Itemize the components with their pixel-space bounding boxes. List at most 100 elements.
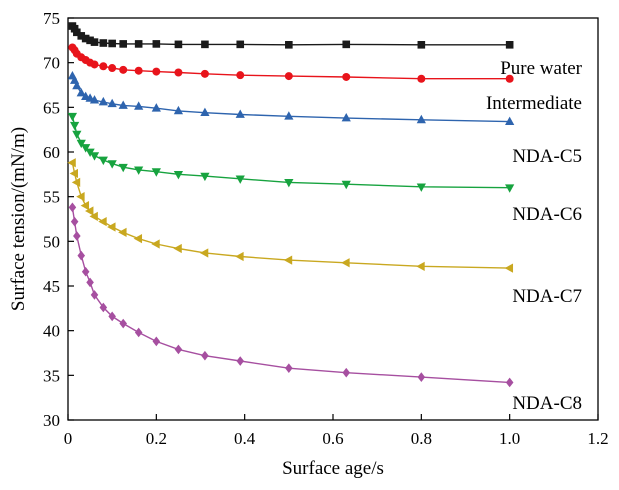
data-point	[505, 74, 514, 83]
y-tick-label: 40	[43, 322, 60, 341]
data-point	[98, 96, 108, 106]
data-point	[152, 67, 161, 76]
y-tick-label: 60	[43, 143, 60, 162]
data-point	[77, 250, 86, 261]
data-point	[86, 277, 94, 288]
y-tick-label: 45	[43, 277, 60, 296]
data-point	[236, 356, 245, 366]
data-point	[200, 69, 209, 78]
series-layer	[67, 22, 515, 388]
data-point	[235, 109, 245, 118]
data-point	[174, 68, 183, 77]
data-point	[67, 112, 78, 122]
y-tick-label: 65	[43, 98, 60, 117]
series-line	[71, 75, 510, 123]
data-point	[81, 144, 91, 153]
data-point	[152, 336, 161, 347]
series-nda-c8	[68, 202, 514, 388]
data-point	[285, 363, 293, 374]
data-point	[118, 163, 128, 173]
data-point	[283, 255, 293, 265]
data-point	[151, 103, 161, 112]
data-point	[89, 152, 100, 161]
data-point	[119, 40, 128, 48]
data-point	[81, 266, 90, 277]
data-point	[72, 130, 82, 140]
data-point	[90, 290, 99, 300]
data-point	[174, 344, 183, 355]
data-point	[151, 239, 160, 249]
data-point	[108, 39, 116, 48]
series-label: NDA-C6	[512, 204, 582, 225]
x-tick-label: 0	[64, 429, 73, 448]
data-point	[76, 88, 86, 97]
series-label: NDA-C5	[512, 146, 582, 167]
data-point	[90, 38, 99, 46]
data-point	[89, 211, 98, 221]
data-point	[99, 302, 108, 313]
series-nda-c6	[67, 112, 515, 193]
data-point	[201, 350, 209, 361]
data-point	[152, 40, 161, 48]
series-nda-c7	[67, 158, 514, 273]
data-point	[173, 243, 182, 254]
data-point	[85, 206, 94, 216]
data-point	[119, 65, 128, 74]
y-axis-title: Surface tension/(mN/m)	[8, 127, 29, 311]
y-tick-label: 35	[43, 366, 60, 385]
data-point	[73, 28, 81, 37]
series-label: NDA-C8	[512, 393, 582, 414]
data-point	[69, 168, 78, 179]
data-point	[200, 172, 210, 182]
data-point	[236, 40, 245, 49]
data-point	[341, 113, 351, 122]
data-point	[80, 200, 90, 211]
data-point	[505, 377, 514, 388]
data-point	[200, 107, 210, 117]
data-point	[236, 71, 245, 80]
x-tick-label: 1.0	[499, 429, 520, 448]
y-tick-label: 30	[43, 411, 60, 430]
data-point	[134, 101, 144, 110]
data-point	[285, 41, 293, 49]
series-nda-c5	[67, 71, 515, 125]
data-point	[68, 202, 77, 213]
data-point	[235, 251, 244, 262]
data-point	[416, 183, 426, 192]
data-point	[107, 98, 117, 108]
data-point	[90, 60, 99, 69]
data-point	[89, 95, 100, 104]
series-intermediate	[68, 43, 514, 83]
data-point	[108, 311, 116, 322]
series-pure-water	[68, 22, 514, 49]
data-point	[73, 231, 81, 241]
data-point	[341, 180, 351, 190]
data-point	[235, 175, 245, 184]
x-axis-title: Surface age/s	[282, 458, 384, 479]
x-tick-label: 0.2	[146, 429, 167, 448]
data-point	[199, 248, 209, 258]
data-point	[284, 179, 294, 188]
data-point	[119, 318, 127, 329]
series-line	[71, 207, 510, 384]
series-line	[71, 162, 510, 269]
axis-ticks: 0 0.2 0.4 0.6 0.8 1.0 1.2 30 35 40 45 50 55 60 65 70 75	[43, 9, 609, 448]
data-point	[505, 116, 515, 125]
data-point	[118, 100, 128, 109]
data-point	[173, 105, 184, 115]
data-point	[108, 64, 117, 73]
data-point	[86, 36, 94, 45]
data-point	[133, 234, 143, 244]
data-point	[505, 184, 515, 193]
data-point	[416, 114, 426, 124]
data-point	[417, 41, 426, 49]
series-label: NDA-C7	[512, 286, 582, 307]
data-point	[284, 111, 294, 120]
data-point	[134, 166, 144, 175]
data-point	[107, 222, 116, 232]
data-point	[151, 168, 161, 177]
y-tick-label: 70	[43, 54, 60, 73]
y-tick-label: 75	[43, 9, 60, 28]
series-label: Pure water	[500, 58, 582, 79]
data-point	[417, 74, 426, 83]
